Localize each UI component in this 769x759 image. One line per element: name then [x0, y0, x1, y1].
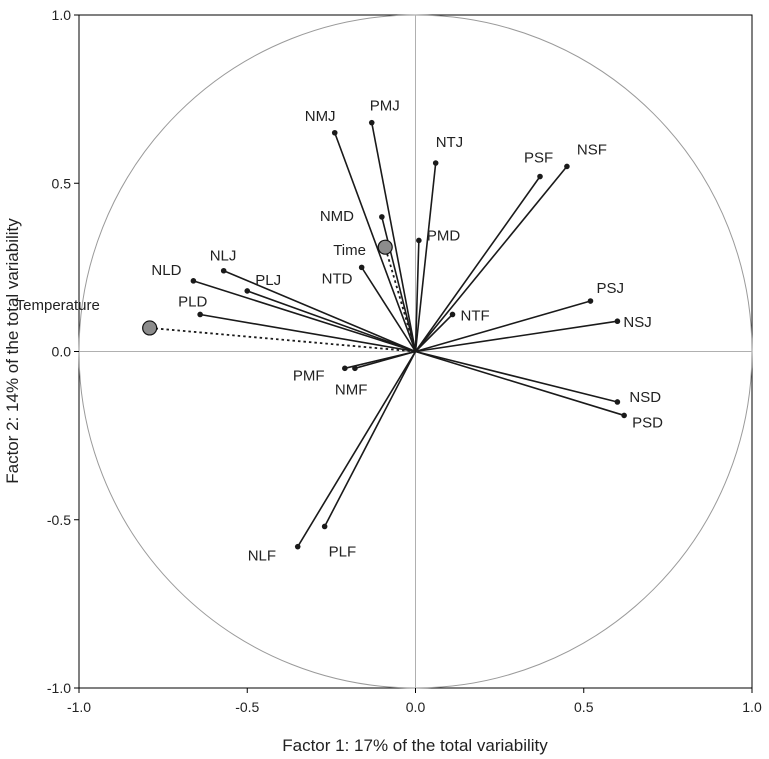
- variable-vectors: NMJ PMJ NTJ PSF NSF NMD PMD NTD NLD NLJ PLJ PLD NTF P…: [151, 98, 663, 565]
- x-axis-ticks: -1.0 -0.5 0.0 0.5 1.0: [67, 688, 762, 715]
- vector-point-psd: [621, 412, 627, 419]
- y-tick-label: 0.0: [52, 344, 72, 360]
- y-tick-label: -1.0: [47, 680, 71, 696]
- x-tick-label: 1.0: [742, 699, 762, 715]
- vector-psd: [415, 350, 625, 417]
- vector-nlj: [223, 270, 416, 353]
- supplementary-label-time: Time: [333, 242, 366, 259]
- vector-label-nsd: NSD: [629, 389, 661, 406]
- supplementary-point-temperature: [142, 320, 158, 336]
- supplementary-point-time: [377, 239, 393, 255]
- x-axis-title: Factor 1: 17% of the total variability: [282, 736, 548, 755]
- supplementary-vector-temperature: [149, 327, 416, 353]
- y-axis-title: Factor 2: 14% of the total variability: [3, 218, 22, 484]
- vector-point-ntd: [358, 264, 365, 271]
- vector-ntf: [414, 313, 454, 353]
- vector-point-nlj: [220, 267, 227, 274]
- vector-point-plj: [244, 288, 251, 294]
- vector-plf: [323, 351, 417, 527]
- vector-label-nmj: NMJ: [305, 108, 336, 125]
- vector-label-pld: PLD: [178, 293, 207, 310]
- vector-nsf: [414, 165, 568, 353]
- x-tick-label: 0.5: [574, 699, 594, 715]
- vector-ntj: [414, 162, 437, 352]
- vector-nsj: [415, 320, 618, 353]
- vector-psf: [414, 176, 541, 352]
- vector-label-nlf: NLF: [248, 548, 276, 565]
- vector-label-ntf: NTF: [461, 307, 490, 324]
- vector-pmj: [370, 122, 417, 352]
- vector-psj: [415, 300, 591, 353]
- supplementary-variables: Temperature Time: [16, 239, 417, 353]
- vector-nmj: [333, 132, 417, 352]
- vector-label-psj: PSJ: [596, 280, 624, 297]
- vector-label-psd: PSD: [632, 414, 663, 431]
- vector-label-plf: PLF: [329, 543, 357, 560]
- vector-label-nsf: NSF: [577, 141, 607, 158]
- supplementary-vector-time: [384, 246, 417, 352]
- vector-label-pmj: PMJ: [370, 98, 400, 115]
- vector-label-nld: NLD: [151, 262, 181, 279]
- vector-pld: [200, 313, 416, 353]
- x-tick-label: -1.0: [67, 699, 91, 715]
- supplementary-label-temperature: Temperature: [16, 297, 100, 314]
- vector-label-psf: PSF: [524, 150, 553, 167]
- vector-point-pmf: [342, 365, 348, 372]
- vector-nmf: [354, 350, 416, 370]
- y-tick-label: 0.5: [52, 175, 72, 191]
- vector-nsd: [415, 350, 618, 403]
- y-axis-ticks: 1.0 0.5 0.0 -0.5 -1.0: [47, 7, 79, 696]
- y-tick-label: 1.0: [52, 7, 72, 23]
- vector-point-nmj: [331, 129, 338, 136]
- vector-plj: [246, 290, 416, 353]
- y-tick-label: -0.5: [47, 512, 71, 528]
- vector-point-pmj: [368, 119, 375, 126]
- vector-point-nsf: [564, 163, 570, 170]
- vector-label-pmf: PMF: [293, 367, 325, 384]
- vector-nlf: [297, 351, 417, 548]
- vector-label-nsj: NSJ: [623, 314, 651, 331]
- vector-point-nmf: [352, 365, 358, 372]
- vector-point-nsd: [614, 399, 621, 405]
- vector-point-nsj: [614, 318, 621, 325]
- x-tick-label: -0.5: [235, 699, 259, 715]
- vector-label-ntd: NTD: [322, 270, 353, 287]
- vector-point-plf: [321, 523, 328, 530]
- vector-point-nmd: [379, 214, 385, 220]
- vector-point-psf: [537, 173, 543, 180]
- vector-pmd: [414, 240, 420, 352]
- vector-point-ntf: [449, 311, 456, 318]
- vector-label-plj: PLJ: [255, 272, 281, 289]
- vector-ntd: [360, 266, 417, 352]
- vector-label-nmd: NMD: [320, 208, 354, 225]
- vector-label-nmf: NMF: [335, 381, 368, 398]
- vector-nld: [193, 280, 416, 353]
- vector-label-ntj: NTJ: [436, 134, 464, 151]
- vector-point-nld: [190, 278, 197, 284]
- vector-nmd: [381, 216, 417, 352]
- vector-point-pmd: [416, 237, 422, 244]
- vector-label-nlj: NLJ: [210, 248, 237, 265]
- vector-point-ntj: [432, 160, 439, 166]
- vector-point-pld: [197, 311, 203, 318]
- vector-point-nlf: [294, 543, 301, 550]
- vector-label-pmd: PMD: [427, 227, 461, 244]
- vector-point-psj: [587, 298, 594, 304]
- x-tick-label: 0.0: [406, 699, 426, 715]
